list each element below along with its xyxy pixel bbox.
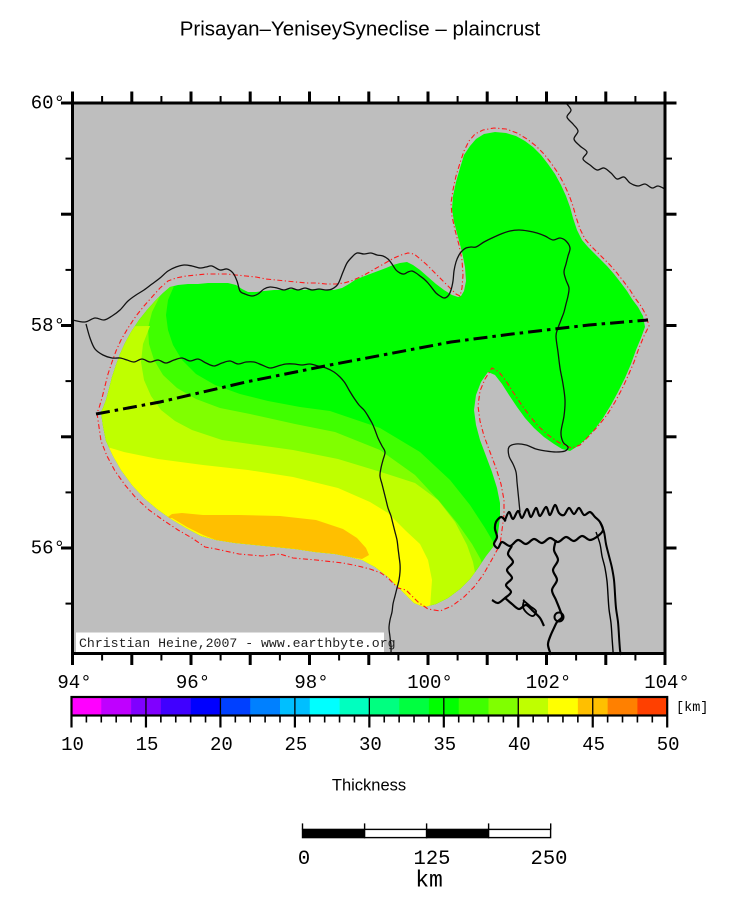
svg-text:98°: 98° xyxy=(294,672,328,694)
svg-text:100°: 100° xyxy=(407,672,453,694)
svg-text:56°: 56° xyxy=(31,538,65,560)
svg-text:Thickness: Thickness xyxy=(332,777,406,795)
svg-text:35: 35 xyxy=(433,734,456,756)
svg-text:96°: 96° xyxy=(176,672,210,694)
svg-text:60°: 60° xyxy=(31,93,65,115)
svg-text:125: 125 xyxy=(414,848,451,871)
svg-text:0: 0 xyxy=(298,848,310,871)
svg-text:30: 30 xyxy=(359,734,382,756)
svg-text:Prisayan–YeniseySyneclise – pl: Prisayan–YeniseySyneclise – plaincrust xyxy=(180,18,541,41)
svg-text:25: 25 xyxy=(284,734,307,756)
svg-text:40: 40 xyxy=(508,734,531,756)
svg-text:50: 50 xyxy=(657,734,680,756)
svg-text:104°: 104° xyxy=(644,672,690,694)
svg-text:10: 10 xyxy=(61,734,84,756)
svg-text:km: km xyxy=(415,868,443,894)
svg-text:15: 15 xyxy=(136,734,159,756)
svg-text:58°: 58° xyxy=(31,315,65,337)
svg-text:[km]: [km] xyxy=(676,701,708,716)
svg-text:Christian Heine,2007 - www.ear: Christian Heine,2007 - www.earthbyte.org xyxy=(79,636,396,651)
svg-text:102°: 102° xyxy=(526,672,572,694)
svg-text:250: 250 xyxy=(531,848,568,871)
svg-text:20: 20 xyxy=(210,734,233,756)
svg-text:45: 45 xyxy=(582,734,605,756)
svg-text:94°: 94° xyxy=(57,672,91,694)
